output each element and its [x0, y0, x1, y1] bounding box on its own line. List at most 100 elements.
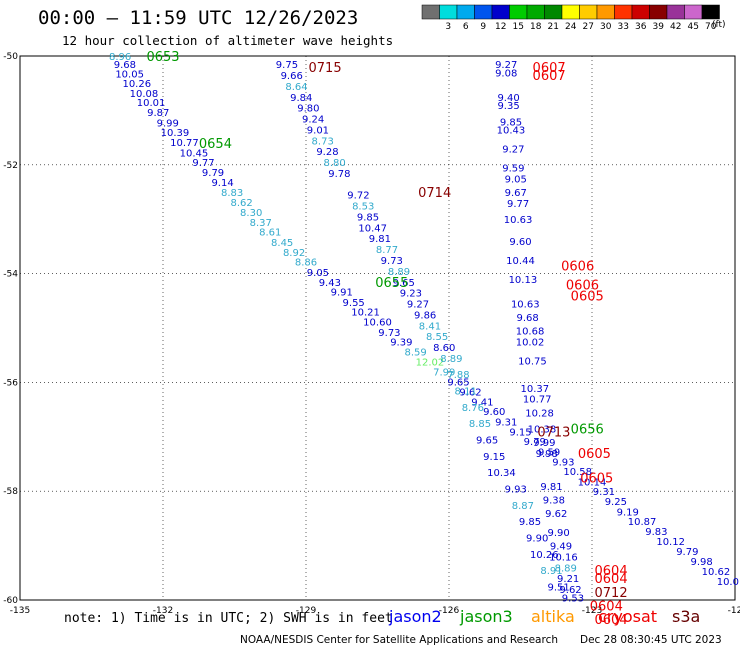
wave-height-value: 8.89: [555, 563, 577, 574]
wave-height-value: 9.59: [502, 164, 524, 175]
y-tick-label: -50: [3, 52, 18, 62]
wave-height-value: 10.39: [161, 128, 190, 139]
wave-height-value: 9.65: [447, 377, 469, 388]
wave-height-value: 9.98: [691, 557, 713, 568]
wave-height-value: 9.15: [509, 427, 531, 438]
wave-height-value: 9.77: [192, 158, 214, 169]
wave-height-value: 10.16: [549, 552, 578, 563]
legend-unit: (ft): [712, 20, 726, 30]
track-time-label: 0654: [199, 137, 232, 152]
legend-swatch: [596, 4, 615, 20]
satellite-label-altika: altika: [531, 607, 575, 626]
wave-height-value: 9.86: [414, 310, 436, 321]
wave-height-value: 9.68: [114, 60, 136, 71]
wave-height-value: 9.19: [617, 507, 639, 518]
wave-height-value: 9.81: [540, 482, 562, 493]
wave-height-value: 9.59: [538, 447, 560, 458]
wave-height-value: 9.84: [290, 93, 312, 104]
wave-height-value: 10.12: [656, 537, 685, 548]
wave-height-value: 9.49: [550, 542, 572, 553]
track-time-label: 0715: [309, 61, 342, 76]
track-time-label: 0607: [533, 69, 566, 84]
track-time-label: 0606: [566, 278, 599, 293]
wave-height-value: 10.28: [525, 408, 554, 419]
wave-height-value: 9.40: [497, 93, 519, 104]
track-time-label: 0604: [595, 613, 628, 628]
wave-height-value: 10.75: [518, 357, 547, 368]
wave-height-value: 9.51: [548, 582, 570, 593]
wave-height-value: 10.63: [511, 300, 540, 311]
track-time-label: 0605: [580, 472, 613, 487]
wave-height-value: 7.88: [447, 370, 469, 381]
track-time-label: 0713: [537, 425, 570, 440]
wave-height-value: 9.83: [645, 527, 667, 538]
wave-height-value: 10.21: [351, 308, 380, 319]
wave-height-value: 9.08: [495, 68, 517, 79]
wave-height-value: 10.87: [628, 517, 657, 528]
wave-height-value: 9.27: [502, 144, 524, 155]
track-time-label: 0604: [595, 564, 628, 579]
wave-height-value: 8.76: [462, 403, 484, 414]
legend-label: 42: [670, 22, 681, 32]
wave-height-value: 9.27: [495, 60, 517, 71]
wave-height-value: 7.99: [433, 368, 455, 379]
legend-swatch: [474, 4, 493, 20]
wave-height-value: 9.75: [276, 60, 298, 71]
wave-height-value: 8.89: [388, 267, 410, 278]
generated-time: Dec 28 08:30:45 UTC 2023: [580, 634, 722, 646]
legend-swatch: [509, 4, 528, 20]
wave-height-value: 9.65: [476, 436, 498, 447]
wave-height-value: 9.87: [147, 108, 169, 119]
wave-height-value: 10.44: [506, 256, 535, 267]
wave-height-value: 8.77: [376, 245, 398, 256]
x-tick-label: -129: [296, 606, 317, 616]
wave-height-value: 8.73: [312, 136, 334, 147]
legend-label: 45: [688, 22, 699, 32]
wave-height-value: 9.73: [381, 256, 403, 267]
wave-height-value: 10.13: [509, 275, 538, 286]
wave-height-value: 9.38: [543, 495, 565, 506]
wave-height-value: 10.37: [520, 384, 549, 395]
legend-swatch: [614, 4, 633, 20]
wave-height-value: 10.08: [130, 89, 159, 100]
wave-height-value: 9.43: [319, 278, 341, 289]
legend-label: 27: [583, 22, 594, 32]
chart-title: 00:00 – 11:59 UTC 12/26/2023: [38, 7, 359, 29]
wave-height-value: 10.68: [516, 327, 545, 338]
satellite-label-jason3: jason3: [460, 607, 513, 626]
wave-height-value: 8.83: [221, 188, 243, 199]
wave-height-value: 8.92: [283, 248, 305, 259]
grid-lines: [20, 56, 735, 600]
legend-swatch: [439, 4, 458, 20]
wave-height-value: 9.72: [347, 191, 369, 202]
wave-height-value: 9.79: [202, 168, 224, 179]
legend-label: 9: [480, 22, 486, 32]
wave-height-value: 10.58: [563, 467, 592, 478]
credit-line: NOAA/NESDIS Center for Satellite Applica…: [240, 634, 558, 646]
wave-height-value: 9.85: [519, 517, 541, 528]
color-legend: 3 6 9 12 15 18 21 24 27 30 33 36 39 42 45 70: [421, 4, 720, 32]
wave-height-value: 10.01: [137, 98, 166, 109]
wave-height-value: 9.35: [497, 101, 519, 112]
wave-height-value: 8.45: [271, 238, 293, 249]
wave-height-value: 10.26: [530, 550, 559, 561]
chart-subtitle: 12 hour collection of altimeter wave hei…: [62, 33, 394, 48]
wave-height-value: 10.45: [180, 148, 209, 159]
legend-label: 15: [513, 22, 524, 32]
y-tick-label: -54: [3, 270, 18, 280]
wave-height-value: 9.99: [157, 118, 179, 129]
x-tick-label: -132: [153, 606, 173, 616]
wave-height-value: 10.63: [504, 215, 533, 226]
wave-height-value: 9.65: [393, 278, 415, 289]
wave-height-value: 9.62: [559, 585, 581, 596]
wave-height-value: 9.25: [605, 497, 627, 508]
wave-height-value: 10.47: [358, 223, 387, 234]
wave-height-value: 8.30: [240, 208, 262, 219]
x-tick-label: -135: [10, 606, 30, 616]
wave-height-value: 9.66: [281, 71, 303, 82]
wave-height-value: 9.15: [483, 452, 505, 463]
legend-label: 3: [445, 22, 451, 32]
wave-height-value: 9.79: [524, 437, 546, 448]
x-tick-label: -126: [439, 606, 460, 616]
